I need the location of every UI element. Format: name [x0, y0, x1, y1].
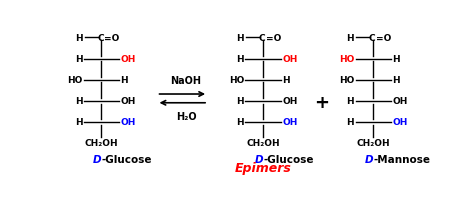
Text: C: C [259, 34, 265, 43]
Text: OH: OH [282, 118, 298, 127]
Text: H: H [75, 34, 82, 43]
Text: H: H [392, 76, 400, 85]
Text: HO: HO [339, 76, 354, 85]
Text: HO: HO [228, 76, 244, 85]
Text: -Glucose: -Glucose [263, 155, 314, 165]
Text: H: H [75, 118, 82, 127]
Text: H: H [237, 34, 244, 43]
Text: HO: HO [67, 76, 82, 85]
Text: C: C [97, 34, 104, 43]
Text: +: + [314, 93, 329, 111]
Text: H: H [346, 34, 354, 43]
Text: OH: OH [120, 97, 136, 106]
Text: -Glucose: -Glucose [101, 155, 152, 165]
Text: H: H [75, 97, 82, 106]
Text: OH: OH [120, 55, 136, 64]
Text: H: H [237, 97, 244, 106]
Text: CH₂OH: CH₂OH [246, 139, 280, 148]
Text: D: D [255, 155, 263, 165]
Text: H: H [346, 97, 354, 106]
Text: H: H [237, 55, 244, 64]
Text: OH: OH [282, 97, 298, 106]
Text: CH₂OH: CH₂OH [356, 139, 390, 148]
Text: CH₂OH: CH₂OH [85, 139, 118, 148]
Text: OH: OH [392, 118, 408, 127]
Text: H: H [120, 76, 128, 85]
Text: H: H [75, 55, 82, 64]
Text: H₂O: H₂O [176, 112, 196, 122]
Text: C: C [369, 34, 375, 43]
Text: =O: =O [104, 34, 120, 43]
Text: D: D [93, 155, 101, 165]
Text: =O: =O [376, 34, 392, 43]
Text: H: H [392, 55, 400, 64]
Text: OH: OH [120, 118, 136, 127]
Text: =O: =O [266, 34, 282, 43]
Text: H: H [237, 118, 244, 127]
Text: OH: OH [282, 55, 298, 64]
Text: D: D [365, 155, 374, 165]
Text: OH: OH [392, 97, 408, 106]
Text: NaOH: NaOH [171, 76, 201, 86]
Text: HO: HO [339, 55, 354, 64]
Text: H: H [346, 118, 354, 127]
Text: H: H [282, 76, 290, 85]
Text: Epimers: Epimers [235, 162, 292, 175]
Text: -Mannose: -Mannose [374, 155, 430, 165]
